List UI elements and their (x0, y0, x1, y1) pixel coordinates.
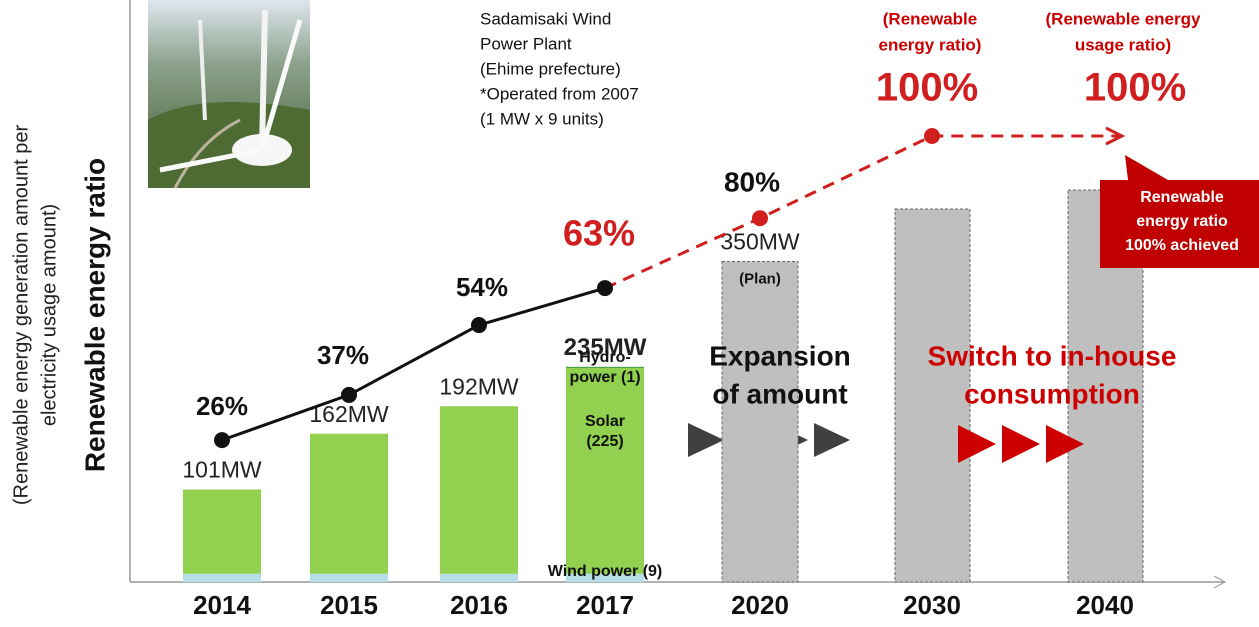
achieved-box (1100, 155, 1259, 268)
bar-segment (566, 366, 644, 368)
segment-label: Wind power (9) (547, 563, 663, 580)
expansion-text: Expansion (709, 340, 851, 371)
photo-caption: *Operated from 2007 (480, 84, 639, 103)
achieved-text: 100% achieved (1125, 237, 1239, 254)
x-tick-label: 2040 (1076, 590, 1134, 620)
expansion-text: of amount (712, 378, 847, 409)
bar-segment (310, 433, 388, 574)
future-bar (894, 208, 971, 583)
ratio-point (214, 432, 230, 449)
bar-segment (440, 573, 518, 582)
x-tick-label: 2014 (193, 590, 251, 620)
y-subtitle: (Renewable energy generation amount per (10, 125, 32, 506)
ratio-note: energy ratio) (879, 35, 982, 54)
ratio-point (752, 210, 768, 227)
achieved-text: Renewable (1140, 189, 1224, 206)
photo-caption: (Ehime prefecture) (480, 59, 621, 78)
x-tick-label: 2017 (576, 590, 634, 620)
plan-label: (Plan) (739, 271, 781, 288)
ratio-point (341, 386, 357, 403)
ratio-label: 100% (1084, 66, 1186, 110)
total-label: 235MW (564, 334, 647, 361)
x-tick-label: 2030 (903, 590, 961, 620)
ratio-note: (Renewable (883, 9, 977, 28)
x-axis-arrow (1213, 575, 1227, 589)
chevrons (958, 425, 1084, 463)
bar-segment (566, 573, 644, 582)
x-tick-label: 2016 (450, 590, 508, 620)
switch-text: Switch to in-house (928, 340, 1177, 371)
ratio-point (597, 280, 613, 297)
ratio-label: 54% (456, 272, 508, 302)
ratio-point (924, 128, 940, 144)
ratio-point (471, 317, 487, 334)
segment-label: Hydro-power (1) (569, 349, 641, 386)
usage-note: usage ratio) (1075, 35, 1171, 54)
bar-segment (440, 406, 518, 574)
total-label: 192MW (439, 373, 519, 399)
usage-note: (Renewable energy (1046, 9, 1201, 28)
photo-caption: (1 MW x 9 units) (480, 109, 604, 128)
y-subtitle: electricity usage amount) (38, 204, 60, 426)
segment-label: Solar (225) (584, 413, 625, 450)
bar-segment (566, 367, 644, 574)
switch-text: consumption (964, 378, 1140, 409)
total-label: 350MW (720, 229, 800, 255)
bar-segment (183, 489, 261, 574)
x-tick-label: 2020 (731, 590, 789, 620)
plan-bar (721, 261, 799, 583)
ratio-label: 63% (563, 213, 635, 254)
photo-caption: Power Plant (480, 34, 572, 53)
ratio-label: 100% (876, 66, 978, 110)
photo-caption: Sadamisaki Wind (480, 9, 611, 28)
ratio-label: 80% (724, 167, 780, 198)
ratio-label: 26% (196, 391, 248, 421)
total-label: 101MW (182, 457, 262, 483)
photo (148, 0, 310, 189)
ratio-line (221, 286, 606, 442)
ratio-forecast-line (604, 134, 1120, 290)
x-tick-label: 2015 (320, 590, 378, 620)
y-title: Renewable energy ratio (79, 158, 110, 472)
ratio-arrow (1105, 126, 1126, 146)
bar-segment (183, 573, 261, 582)
bar-segment (310, 573, 388, 582)
ratio-label: 37% (317, 340, 369, 370)
achieved-text: energy ratio (1136, 213, 1228, 230)
